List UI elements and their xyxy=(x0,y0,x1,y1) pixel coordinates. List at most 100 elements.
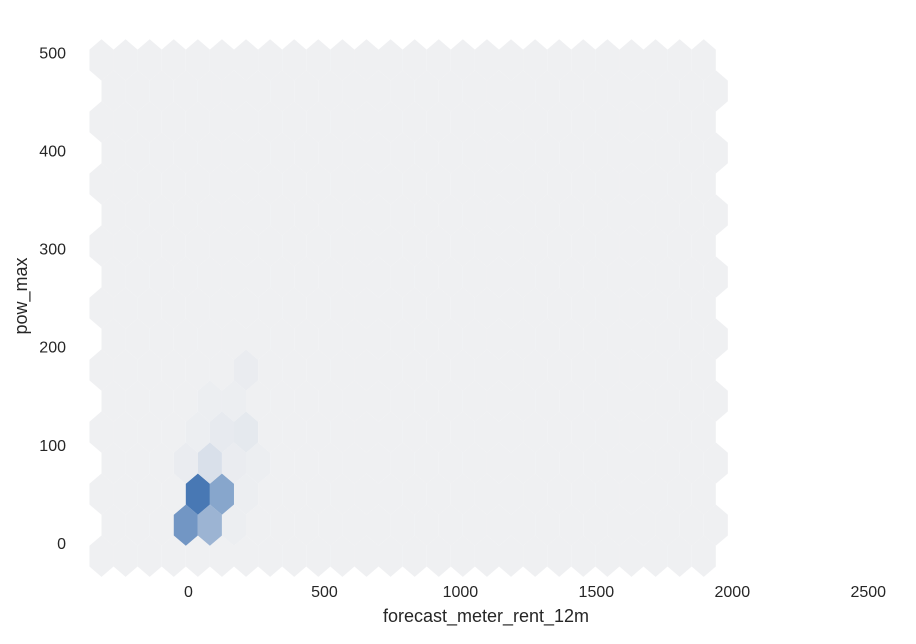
hexbin-cell xyxy=(679,70,704,112)
hexbin-cell xyxy=(330,101,355,143)
hexbin-cell xyxy=(89,287,114,329)
hexbin-cell xyxy=(330,287,355,329)
hexbin-cell xyxy=(306,39,331,81)
hexbin-cell xyxy=(378,101,403,143)
y-tick-label: 0 xyxy=(57,536,66,553)
hexbin-cell xyxy=(209,349,234,391)
hexbin-cell xyxy=(173,70,198,112)
hexbin-cell xyxy=(607,70,632,112)
hexbin-cell xyxy=(426,101,451,143)
hexbin-cell xyxy=(559,132,584,174)
hexbin-cell xyxy=(342,70,367,112)
hexbin-cell xyxy=(691,101,716,143)
hexbin-cell xyxy=(342,380,367,422)
hexbin-cell xyxy=(149,256,174,298)
hexbin-cell xyxy=(595,535,620,577)
hexbin-cell xyxy=(703,380,728,422)
hexbin-cell xyxy=(306,163,331,205)
hexbin-cell xyxy=(209,39,234,81)
hexbin-cell xyxy=(426,163,451,205)
hexbin-cell xyxy=(402,39,427,81)
hexbin-cell xyxy=(703,132,728,174)
hexbin-cell xyxy=(318,256,343,298)
hexbin-cell xyxy=(113,287,138,329)
hexbin-cell xyxy=(342,442,367,484)
hexbin-cell xyxy=(631,380,656,422)
hexbin-cell xyxy=(462,256,487,298)
hexbin-cell xyxy=(390,380,415,422)
hexbin-cell xyxy=(209,101,234,143)
hexbin-cell xyxy=(450,473,475,515)
hexbin-cell xyxy=(438,132,463,174)
hexbin-cell xyxy=(149,194,174,236)
y-axis-ticks: 0 100 200 300 400 500 xyxy=(39,45,66,553)
hexbin-cell xyxy=(101,504,126,546)
y-tick-label: 300 xyxy=(39,242,66,259)
hexbin-cell xyxy=(354,101,379,143)
hexbin-cell xyxy=(511,442,536,484)
hexbin-cell xyxy=(643,473,668,515)
hexbin-cell xyxy=(583,256,608,298)
hexbin-cell xyxy=(197,256,222,298)
hexbin-cell xyxy=(607,256,632,298)
hexbin-cell xyxy=(619,225,644,267)
hexbin-cell xyxy=(511,318,536,360)
hexbin-cell-filled xyxy=(233,411,259,453)
hexbin-cell xyxy=(185,225,210,267)
hexbin-cell xyxy=(691,535,716,577)
hexbin-cell xyxy=(137,349,162,391)
hexbin-cell xyxy=(523,163,548,205)
hexbin-cell xyxy=(547,473,572,515)
hexbin-cell-filled xyxy=(221,380,247,422)
hexbin-cell xyxy=(559,256,584,298)
hexbin-cell xyxy=(89,163,114,205)
hexbin-cell xyxy=(233,163,259,205)
hexbin-cell xyxy=(655,256,680,298)
hexbin-cell-filled xyxy=(209,411,234,453)
hexbin-cell xyxy=(258,535,283,577)
hexbin-cell xyxy=(631,256,656,298)
hexbin-cell xyxy=(270,318,295,360)
hexbin-cell xyxy=(595,411,620,453)
hexbin-cell xyxy=(173,194,198,236)
hexbin-cell xyxy=(547,163,572,205)
hexbin-cell xyxy=(438,70,463,112)
hexbin-cell xyxy=(426,39,451,81)
hexbin-cell xyxy=(197,70,222,112)
hexbin-cell xyxy=(450,101,475,143)
hexbin-cell xyxy=(631,504,656,546)
hexbin-cell xyxy=(559,442,584,484)
hexbin-cell xyxy=(498,163,524,205)
hexbin-cell xyxy=(294,318,319,360)
hexbin-cell xyxy=(89,101,114,143)
hexbin-cell xyxy=(89,225,114,267)
hexbin-cell xyxy=(643,101,668,143)
hexbin-cell xyxy=(426,411,451,453)
hexbin-cell xyxy=(547,411,572,453)
hexbin-cell xyxy=(101,380,126,422)
hexbin-cell xyxy=(691,39,716,81)
hexbin-cell xyxy=(414,504,439,546)
hexbin-cell xyxy=(667,473,692,515)
hexbin-cell xyxy=(89,349,114,391)
hexbin-cell xyxy=(366,442,391,484)
hexbin-cell xyxy=(113,101,138,143)
hexbin-cell xyxy=(282,411,307,453)
hexbin-cell xyxy=(89,473,114,515)
hexbin-cell xyxy=(101,194,126,236)
hexbin-cell xyxy=(667,349,692,391)
hexbin-cell-filled xyxy=(197,504,222,546)
hexbin-cell xyxy=(498,473,524,515)
hexbin-cell xyxy=(679,132,704,174)
hexbin-cell xyxy=(643,225,668,267)
hexbin-cell xyxy=(330,473,355,515)
hexbin-cell xyxy=(595,163,620,205)
hexbin-cell xyxy=(282,163,307,205)
hexbin-cell xyxy=(523,101,548,143)
x-tick-label: 500 xyxy=(311,584,338,601)
hexbin-cell xyxy=(221,132,247,174)
hexbin-cell xyxy=(474,225,499,267)
hexbin-cell xyxy=(655,442,680,484)
hexbin-cell xyxy=(462,194,487,236)
hexbin-cell-filled xyxy=(209,473,234,515)
